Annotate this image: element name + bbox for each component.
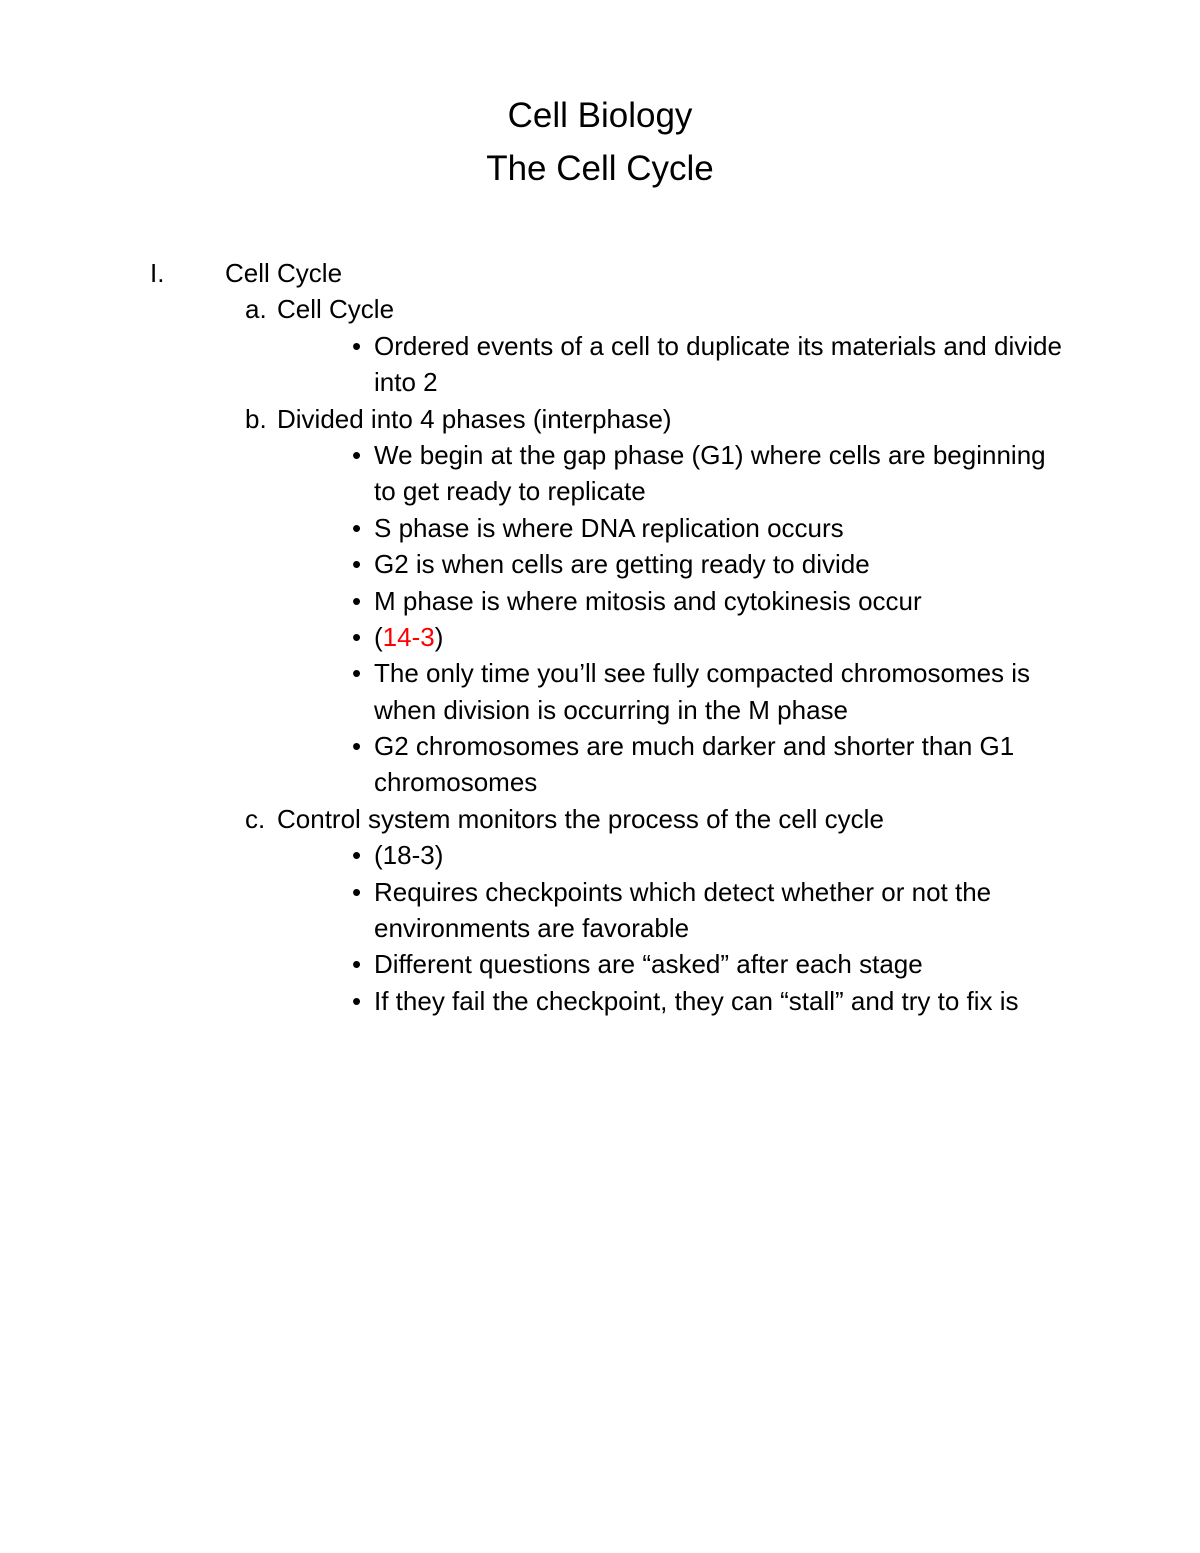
bullet-item: • Ordered events of a cell to duplicate … <box>332 328 1070 401</box>
bullet-item: • If they fail the checkpoint, they can … <box>332 983 1070 1019</box>
bullet-text: If they fail the checkpoint, they can “s… <box>374 983 1070 1019</box>
bullet-icon: • <box>332 983 374 1019</box>
bullet-icon: • <box>332 583 374 619</box>
bullet-item: • We begin at the gap phase (G1) where c… <box>332 437 1070 510</box>
bullet-icon: • <box>332 655 374 728</box>
outline-level-2: a. Cell Cycle • Ordered events of a cell… <box>225 291 1070 400</box>
bullet-text: S phase is where DNA replication occurs <box>374 510 1070 546</box>
bullet-icon: • <box>332 619 374 655</box>
bullet-text: Ordered events of a cell to duplicate it… <box>374 328 1070 401</box>
letter-marker: b. <box>225 401 277 801</box>
bullet-icon: • <box>332 837 374 873</box>
bullet-item: • S phase is where DNA replication occur… <box>332 510 1070 546</box>
outline-level-2: c. Control system monitors the process o… <box>225 801 1070 1019</box>
bullet-item: • G2 chromosomes are much darker and sho… <box>332 728 1070 801</box>
bullet-item: • G2 is when cells are getting ready to … <box>332 546 1070 582</box>
bullet-item: • Requires checkpoints which detect whet… <box>332 874 1070 947</box>
bullet-text: Requires checkpoints which detect whethe… <box>374 874 1070 947</box>
bullet-item: • M phase is where mitosis and cytokines… <box>332 583 1070 619</box>
bullet-item: • Different questions are “asked” after … <box>332 946 1070 982</box>
bullet-text: M phase is where mitosis and cytokinesis… <box>374 583 1070 619</box>
level-1-label: Cell Cycle <box>225 255 1070 291</box>
bullet-icon: • <box>332 510 374 546</box>
bullet-item: • The only time you’ll see fully compact… <box>332 655 1070 728</box>
bullet-text: Different questions are “asked” after ea… <box>374 946 1070 982</box>
bullet-text: (14-3) <box>374 619 1070 655</box>
title-line-1: Cell Biology <box>130 90 1070 143</box>
letter-marker: c. <box>225 801 277 1019</box>
level-2-label: Cell Cycle <box>277 291 1070 327</box>
document-page: Cell Biology The Cell Cycle I. Cell Cycl… <box>0 0 1200 1553</box>
outline-level-1: I. Cell Cycle a. Cell Cycle • Ordered ev… <box>130 255 1070 1019</box>
bullet-icon: • <box>332 328 374 401</box>
letter-marker: a. <box>225 291 277 400</box>
bullet-icon: • <box>332 946 374 982</box>
bullet-text: We begin at the gap phase (G1) where cel… <box>374 437 1070 510</box>
bullet-icon: • <box>332 874 374 947</box>
outline-level-2: b. Divided into 4 phases (interphase) • … <box>225 401 1070 801</box>
roman-marker: I. <box>130 255 225 1019</box>
level-2-label: Control system monitors the process of t… <box>277 801 1070 837</box>
title-line-2: The Cell Cycle <box>130 143 1070 196</box>
bullet-item: • (18-3) <box>332 837 1070 873</box>
bullet-icon: • <box>332 728 374 801</box>
bullet-icon: • <box>332 437 374 510</box>
bullet-icon: • <box>332 546 374 582</box>
bullet-item: • (14-3) <box>332 619 1070 655</box>
bullet-text: (18-3) <box>374 837 1070 873</box>
title-block: Cell Biology The Cell Cycle <box>130 90 1070 195</box>
bullet-text: G2 chromosomes are much darker and short… <box>374 728 1070 801</box>
outline: I. Cell Cycle a. Cell Cycle • Ordered ev… <box>130 255 1070 1019</box>
bullet-text: The only time you’ll see fully compacted… <box>374 655 1070 728</box>
reference-highlight: 14-3 <box>383 622 435 652</box>
bullet-text: G2 is when cells are getting ready to di… <box>374 546 1070 582</box>
level-2-label: Divided into 4 phases (interphase) <box>277 401 1070 437</box>
